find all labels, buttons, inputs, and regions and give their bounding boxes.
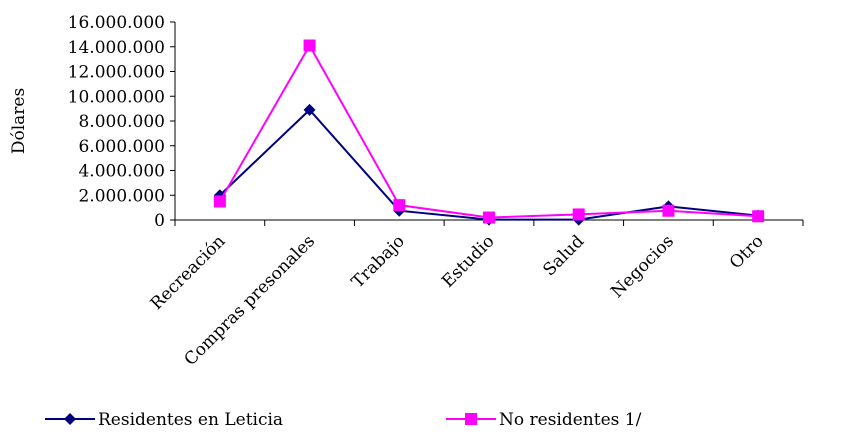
series-1 <box>213 103 765 226</box>
x-tick-label: Estudio <box>438 231 498 291</box>
series-2 <box>213 39 765 224</box>
data-point <box>303 39 316 52</box>
legend-item: Residentes en Leticia <box>45 410 283 430</box>
data-point <box>572 208 585 221</box>
data-point <box>662 204 675 217</box>
legend-item: No residentes 1/ <box>446 410 642 430</box>
y-tick-label: 14.000.000 <box>68 38 165 58</box>
y-tick-label: 10.000.000 <box>68 87 165 107</box>
x-tick-label: Negocios <box>607 231 678 302</box>
x-tick-label: Salud <box>539 231 588 280</box>
series-line <box>218 43 759 219</box>
legend-marker <box>465 413 477 425</box>
y-tick-label: 2.000.000 <box>78 186 165 206</box>
series-line <box>219 108 759 221</box>
y-axis-title: Dólares <box>9 88 29 154</box>
data-point <box>303 103 316 116</box>
data-point <box>213 195 226 208</box>
legend-label: No residentes 1/ <box>499 410 642 430</box>
y-tick-label: 16.000.000 <box>68 13 165 33</box>
x-tick-label: Trabajo <box>348 231 409 292</box>
data-point <box>483 211 495 224</box>
y-axis-ticks: 0 2.000.000 4.000.000 6.000.000 8.000.000 10.… <box>68 13 175 231</box>
y-tick-label: 4.000.000 <box>78 162 165 182</box>
chart-axes <box>174 22 803 221</box>
x-tick-label: Recreación <box>147 231 230 314</box>
chart-legend: Residentes en Leticia No residentes 1/ <box>45 410 642 430</box>
y-tick-label: 6.000.000 <box>78 137 165 157</box>
legend-label: Residentes en Leticia <box>98 410 283 430</box>
y-tick-label: 8.000.000 <box>78 112 165 132</box>
y-tick-label: 12.000.000 <box>68 63 165 83</box>
data-point <box>752 210 765 223</box>
data-point <box>393 199 406 212</box>
y-tick-label: 0 <box>154 211 165 231</box>
legend-marker <box>64 413 76 425</box>
x-tick-label: Otro <box>726 231 768 273</box>
chart-series <box>213 39 765 226</box>
